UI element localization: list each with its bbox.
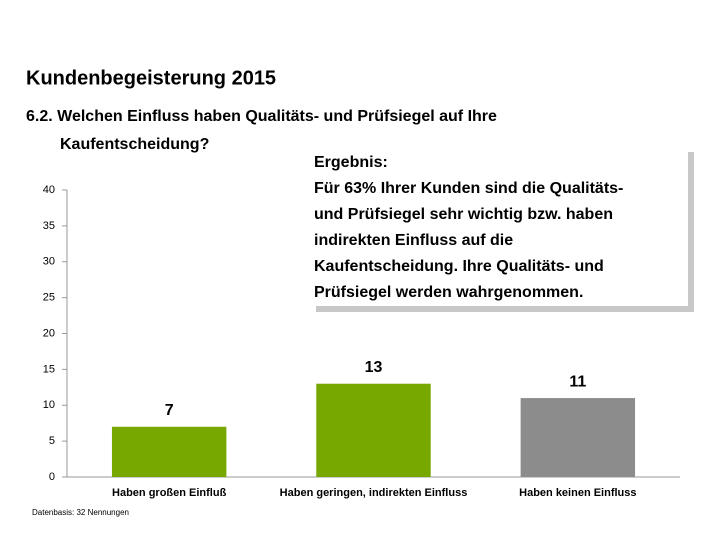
x-tick-label: Haben großen Einfluß	[112, 487, 227, 499]
annotation-line: und Prüfsiegel sehr wichtig bzw. haben	[314, 206, 613, 223]
y-tick-label: 25	[43, 292, 55, 304]
source-note: Datenbasis: 32 Nennungen	[32, 508, 129, 517]
y-tick-label: 40	[43, 184, 55, 196]
bar	[111, 426, 227, 477]
y-tick-label: 0	[49, 471, 55, 483]
data-label: 7	[165, 402, 174, 419]
annotation-line: Ergebnis:	[314, 154, 388, 171]
chart-subtitle: Kaufentscheidung?	[60, 136, 209, 153]
y-tick-label: 20	[43, 327, 55, 339]
bar	[316, 383, 431, 477]
y-tick-label: 10	[43, 399, 55, 411]
annotation-line: Prüfsiegel werden wahrgenommen.	[314, 284, 583, 301]
annotation-line: indirekten Einfluss auf die	[314, 232, 513, 249]
annotation-line: Für 63% Ihrer Kunden sind die Qualitäts-	[314, 180, 623, 197]
x-tick-label: Haben keinen Einfluss	[519, 487, 636, 499]
y-tick-label: 5	[49, 435, 55, 447]
data-label: 13	[365, 359, 383, 376]
y-tick-label: 15	[43, 363, 55, 375]
bar	[520, 398, 636, 477]
y-tick-label: 30	[43, 256, 55, 268]
chart-title: Kundenbegeisterung 2015	[26, 67, 276, 89]
annotation-box	[310, 146, 688, 306]
annotation-line: Kaufentscheidung. Ihre Qualitäts- und	[314, 258, 604, 275]
y-tick-label: 35	[43, 220, 55, 232]
chart-subtitle: 6.2. Welchen Einfluss haben Qualitäts- u…	[26, 108, 497, 125]
x-tick-label: Haben geringen, indirekten Einfluss	[280, 487, 468, 499]
data-label: 11	[569, 373, 586, 390]
